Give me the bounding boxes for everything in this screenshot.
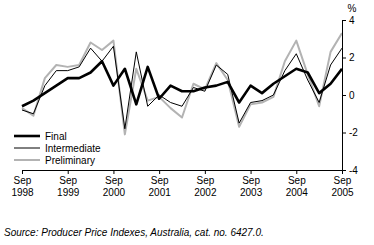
x-tick-label-line: 1998 xyxy=(11,187,34,198)
legend-swatch xyxy=(14,159,40,161)
x-tick-label-line: Sep xyxy=(151,175,169,186)
legend-swatch xyxy=(14,135,40,138)
y-axis: -4 -2 0 2 4 xyxy=(342,15,358,176)
x-tick-mark xyxy=(205,170,206,174)
x-tick-label: Sep2004 xyxy=(286,175,309,198)
x-tick-label-line: 2003 xyxy=(240,187,263,198)
x-tick-label-line: 2004 xyxy=(286,187,309,198)
series-line xyxy=(22,33,342,134)
legend-label: Final xyxy=(45,131,67,142)
x-tick-label: Sep2005 xyxy=(331,175,354,198)
y-tick: 0 xyxy=(342,90,355,101)
x-tick-label: Sep1998 xyxy=(11,175,34,198)
x-tick: Sep2000 xyxy=(103,170,126,198)
y-tick-label: -2 xyxy=(349,127,358,138)
y-tick-mark xyxy=(342,95,346,96)
y-tick: 2 xyxy=(342,52,355,63)
x-tick: Sep2002 xyxy=(194,170,217,198)
series-line xyxy=(22,61,342,106)
y-tick-mark xyxy=(342,58,346,59)
x-tick-label-line: 2002 xyxy=(194,187,217,198)
x-tick-mark xyxy=(296,170,297,174)
x-tick-label: Sep2001 xyxy=(149,175,172,198)
x-tick-mark xyxy=(22,170,23,174)
y-tick-mark xyxy=(342,170,346,171)
y-tick-label: 2 xyxy=(349,52,355,63)
y-tick-label: -4 xyxy=(349,165,358,176)
x-tick-label-line: Sep xyxy=(14,175,32,186)
x-tick-label-line: 2000 xyxy=(103,187,126,198)
y-tick: -2 xyxy=(342,127,358,138)
x-axis: Sep1998Sep1999Sep2000Sep2001Sep2002Sep20… xyxy=(11,170,354,198)
x-tick-label-line: 2001 xyxy=(149,187,172,198)
y-tick-label: 4 xyxy=(349,15,355,26)
plot-lines xyxy=(22,33,342,134)
x-tick-mark xyxy=(159,170,160,174)
x-tick-mark xyxy=(113,170,114,174)
x-tick: Sep1999 xyxy=(57,170,80,198)
x-tick-label-line: Sep xyxy=(288,175,306,186)
x-tick-label: Sep2000 xyxy=(103,175,126,198)
x-tick-label-line: Sep xyxy=(242,175,260,186)
legend-label: Intermediate xyxy=(45,143,101,154)
x-tick: Sep2004 xyxy=(286,170,309,198)
legend-swatch xyxy=(14,148,40,149)
x-tick: Sep2001 xyxy=(149,170,172,198)
series-line xyxy=(22,46,342,129)
chart: Sep1998Sep1999Sep2000Sep2001Sep2002Sep20… xyxy=(0,0,374,245)
x-tick: Sep2003 xyxy=(240,170,263,198)
x-tick-mark xyxy=(68,170,69,174)
x-tick-label-line: Sep xyxy=(59,175,77,186)
legend: FinalIntermediatePreliminary xyxy=(14,131,101,166)
y-tick: -4 xyxy=(342,165,358,176)
y-axis-title: % xyxy=(348,3,357,14)
x-tick: Sep1998 xyxy=(11,170,34,198)
source-note: Source: Producer Price Indexes, Australi… xyxy=(4,227,264,238)
x-tick-label-line: Sep xyxy=(334,175,352,186)
x-tick-mark xyxy=(251,170,252,174)
x-tick-label: Sep2003 xyxy=(240,175,263,198)
legend-label: Preliminary xyxy=(45,155,95,166)
x-tick-label-line: Sep xyxy=(196,175,214,186)
x-tick-label: Sep2002 xyxy=(194,175,217,198)
x-tick-label-line: 2005 xyxy=(331,187,354,198)
y-tick-mark xyxy=(342,20,346,21)
x-axis-line xyxy=(23,170,343,171)
y-tick: 4 xyxy=(342,15,355,26)
y-tick-label: 0 xyxy=(349,90,355,101)
x-tick-label-line: Sep xyxy=(105,175,123,186)
x-tick-label: Sep1999 xyxy=(57,175,80,198)
x-tick-label-line: 1999 xyxy=(57,187,80,198)
y-tick-mark xyxy=(342,133,346,134)
